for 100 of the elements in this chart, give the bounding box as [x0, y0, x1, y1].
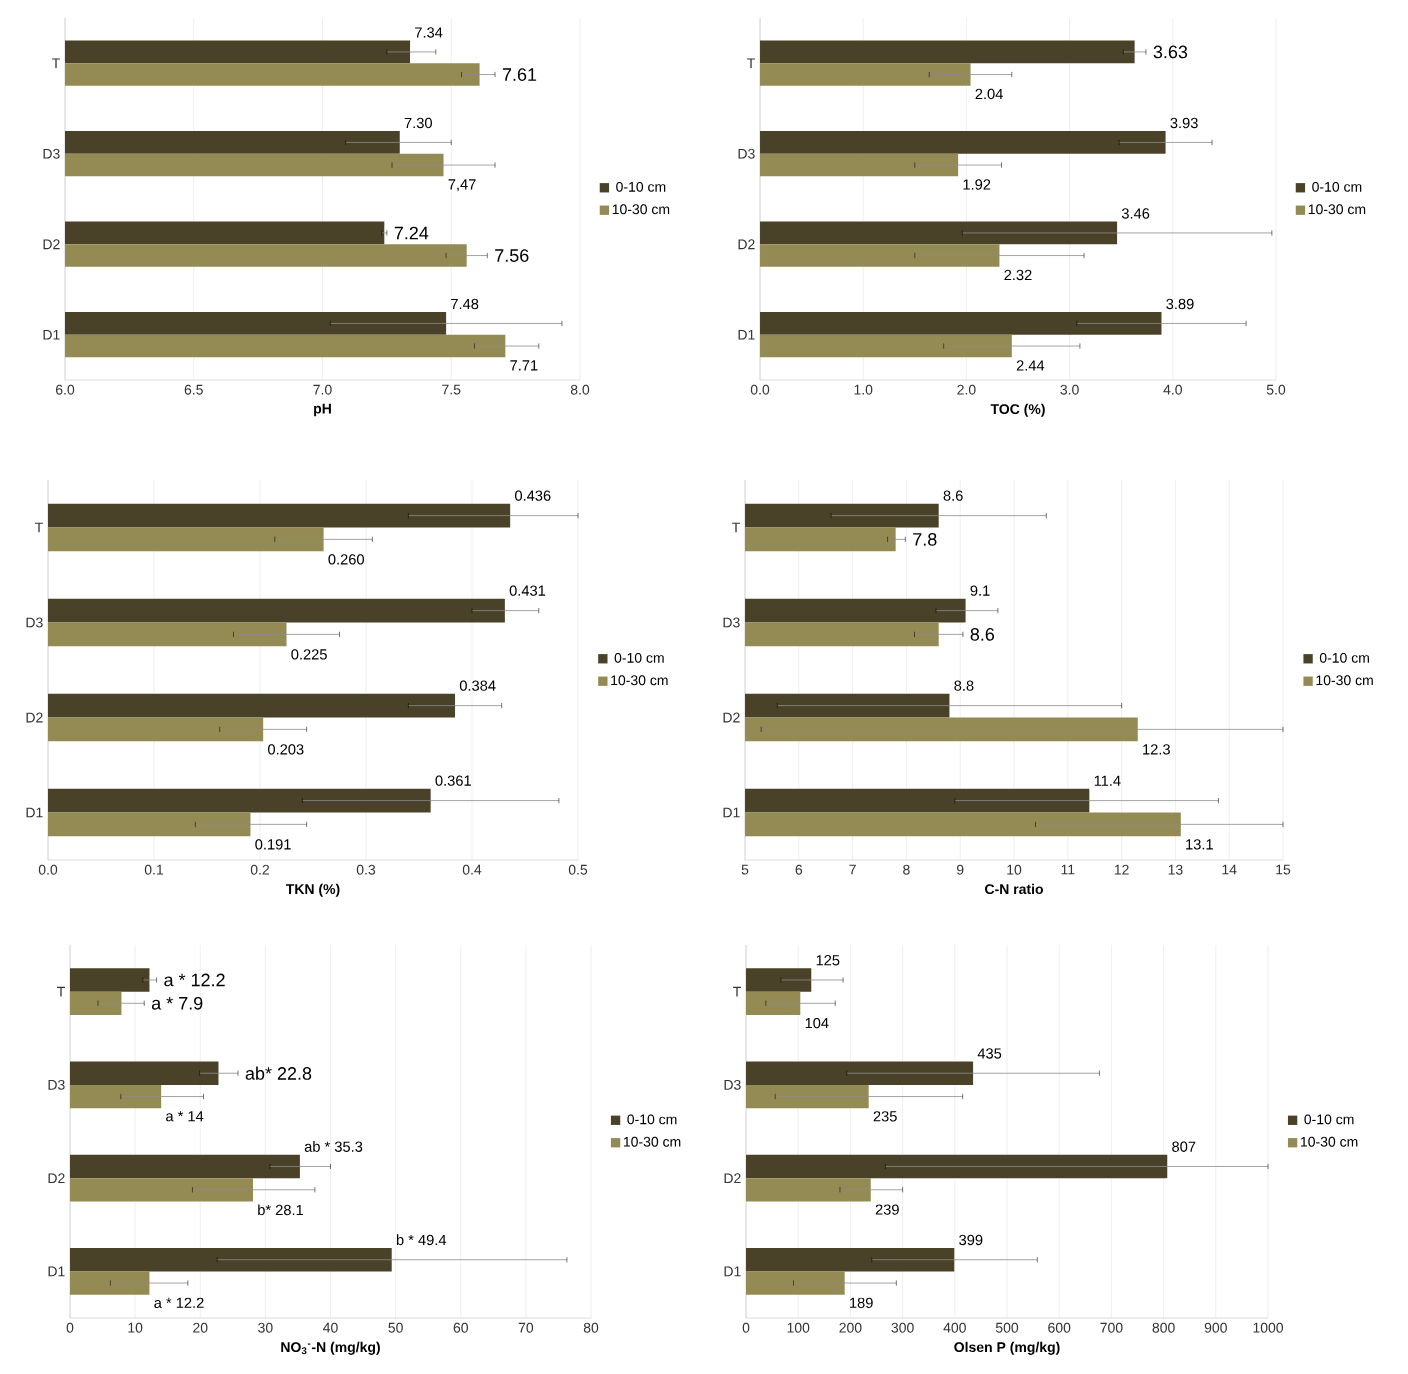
y-tick-label: T	[57, 986, 65, 997]
x-tick-label: 0	[66, 1322, 74, 1333]
data-label: b* 28.1	[258, 1204, 304, 1216]
x-tick-label: 14	[1222, 864, 1237, 875]
data-label: a * 12.2	[164, 973, 225, 987]
x-tick-label: 400	[943, 1322, 966, 1333]
legend-label: 10-30 cm	[612, 204, 670, 215]
x-axis-title: TOC (%)	[990, 403, 1045, 417]
data-label: a * 12.2	[154, 1297, 204, 1309]
x-axis-title: NO$_{3}$$^{-}$-N (mg/kg)	[281, 1341, 380, 1355]
data-label: 0.436	[515, 490, 551, 501]
y-tick-label: T	[35, 522, 43, 533]
x-tick-label: 200	[839, 1322, 862, 1333]
legend-label: 0-10 cm	[616, 181, 666, 192]
data-label: 8.6	[943, 490, 963, 501]
data-label: 12.3	[1143, 744, 1170, 755]
x-tick-label: 80	[583, 1322, 599, 1333]
x-tick-label: 7.0	[313, 384, 332, 395]
y-tick-label: D3	[43, 148, 60, 159]
x-axis-title: Olsen P (mg/kg)	[954, 1341, 1060, 1355]
y-tick-label: D1	[26, 807, 43, 818]
data-label: 104	[805, 1017, 829, 1029]
data-label: 239	[875, 1204, 899, 1215]
y-tick-label: D3	[26, 617, 43, 628]
x-tick-label: 0.0	[750, 384, 770, 395]
y-tick-label: D2	[723, 712, 740, 723]
data-label: ab * 35.3	[304, 1141, 363, 1152]
x-tick-label: 7.5	[442, 384, 461, 395]
y-tick-label: D3	[738, 148, 755, 159]
x-tick-label: 700	[1100, 1322, 1123, 1333]
x-axis-title: TKN (%)	[285, 883, 340, 897]
data-label: 7.24	[394, 226, 429, 240]
data-label: a * 7.9	[151, 996, 203, 1010]
data-label: 0.431	[509, 585, 546, 596]
x-tick-label: 11	[1061, 864, 1075, 875]
y-tick-label: D1	[724, 1266, 741, 1277]
data-label: 7.71	[510, 360, 538, 371]
y-tick-label: D2	[724, 1173, 741, 1184]
x-tick-label: 10	[1007, 864, 1022, 875]
x-tick-label: 9	[956, 864, 964, 875]
x-tick-label: 12	[1114, 864, 1129, 875]
x-tick-label: 40	[323, 1322, 338, 1333]
x-tick-label: 15	[1276, 864, 1291, 875]
x-tick-label: 300	[891, 1322, 914, 1333]
x-tick-label: 800	[1152, 1322, 1175, 1333]
data-label: a * 14	[166, 1111, 204, 1122]
y-tick-label: T	[732, 522, 740, 533]
data-label: 2.44	[1016, 360, 1045, 371]
data-label: 2.32	[1004, 269, 1032, 281]
y-tick-label: D2	[43, 239, 60, 250]
x-tick-label: 10	[128, 1322, 143, 1333]
x-tick-label: 0.3	[356, 864, 376, 875]
legend-label: 10-30 cm	[1316, 675, 1373, 686]
data-label: 8.6	[970, 628, 995, 641]
x-tick-label: 4.0	[1163, 384, 1182, 395]
x-tick-label: 0.5	[568, 864, 588, 875]
x-tick-label: 8	[903, 864, 910, 875]
legend-label: 10-30 cm	[611, 675, 668, 686]
x-tick-label: 0.1	[144, 864, 164, 875]
x-tick-label: 20	[193, 1322, 208, 1333]
x-tick-label: 1.0	[854, 384, 873, 395]
data-label: ab* 22.8	[245, 1066, 312, 1080]
legend-label: 10-30 cm	[1308, 204, 1366, 215]
data-label: 7.34	[415, 27, 443, 38]
data-label: 3.89	[1166, 298, 1194, 310]
x-tick-label: 70	[518, 1322, 534, 1333]
data-label: 1.92	[963, 179, 991, 190]
x-tick-label: 6	[795, 864, 803, 875]
x-tick-label: 30	[258, 1322, 273, 1333]
data-label: 807	[1172, 1141, 1196, 1152]
data-label: 3.63	[1153, 45, 1188, 59]
y-tick-label: D2	[738, 239, 755, 250]
x-axis-title: C-N ratio	[985, 883, 1044, 895]
x-tick-label: 3.0	[1060, 384, 1079, 395]
data-label: 3.93	[1170, 117, 1198, 129]
x-tick-label: 0.4	[462, 864, 482, 875]
data-label: 0.203	[268, 744, 304, 755]
x-tick-label: 2.0	[957, 384, 976, 395]
x-tick-label: 60	[453, 1322, 468, 1333]
x-tick-label: 900	[1204, 1322, 1227, 1333]
legend-label: 0-10 cm	[1312, 181, 1362, 192]
x-axis-title: pH	[314, 403, 331, 417]
data-label: b * 49.4	[396, 1234, 447, 1246]
x-tick-label: 600	[1048, 1322, 1071, 1333]
y-tick-label: D1	[723, 807, 740, 818]
data-label: 11.4	[1094, 775, 1121, 786]
data-label: 435	[977, 1048, 1002, 1059]
legend-label: 10-30 cm	[623, 1136, 681, 1147]
data-label: 7.30	[404, 117, 432, 129]
data-label: 3.46	[1121, 208, 1150, 219]
data-label: 7.56	[495, 249, 529, 262]
x-tick-label: 1000	[1253, 1322, 1284, 1333]
data-label: 7,47	[448, 179, 476, 192]
x-tick-label: 13	[1168, 864, 1183, 875]
y-tick-label: T	[747, 58, 755, 69]
data-label: 235	[873, 1111, 897, 1122]
data-label: 7.48	[451, 298, 479, 310]
data-label: 399	[959, 1234, 983, 1246]
y-tick-label: D1	[48, 1266, 65, 1277]
legend-label: 0-10 cm	[627, 1114, 677, 1125]
